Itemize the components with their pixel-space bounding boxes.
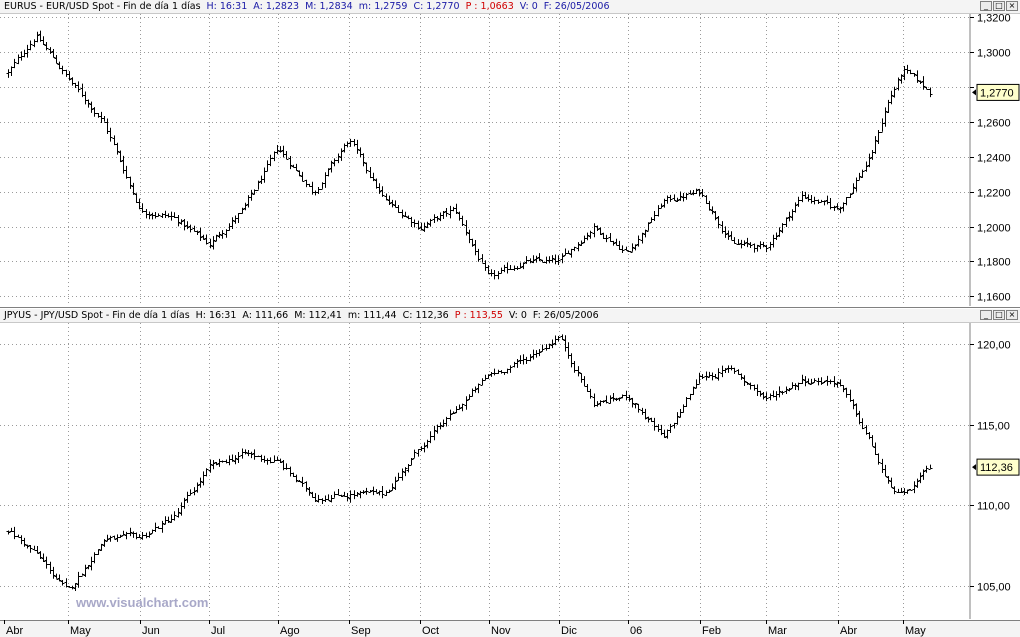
- bottom-ohlc-series: [6, 334, 933, 592]
- bottom-plot-frame: [0, 323, 970, 618]
- bottom-volume: V: 0: [508, 310, 527, 321]
- x-tick-label: Mar: [768, 625, 787, 637]
- bottom-current-value-label: 112,36: [980, 462, 1013, 474]
- x-tick-label: 06: [630, 625, 642, 637]
- bottom-y-tick-label: 110,00: [977, 501, 1010, 513]
- x-tick-label: Nov: [491, 625, 511, 637]
- x-tick-label: Dic: [561, 625, 577, 637]
- minimize-button[interactable]: _: [980, 310, 992, 320]
- bottom-pane-header: JPYUS - JPY/USD Spot - Fin de día 1 días…: [0, 309, 1020, 323]
- bottom-symbol: JPYUS - JPY/USD Spot - Fin de día 1 días: [4, 310, 190, 321]
- bottom-p-value: P : 113,55: [454, 310, 503, 321]
- top-current-value-box: [976, 83, 1020, 101]
- top-max: M: 1,2834: [305, 1, 353, 12]
- bottom-time: H: 16:31: [195, 310, 237, 321]
- top-close: C: 1,2770: [413, 1, 460, 12]
- top-plot-frame: [0, 14, 970, 305]
- x-tick-label: Jun: [142, 625, 160, 637]
- top-pane-header: EURUS - EUR/USD Spot - Fin de día 1 días…: [0, 0, 1020, 14]
- maximize-button[interactable]: □: [993, 310, 1005, 320]
- bottom-close: C: 112,36: [402, 310, 449, 321]
- top-y-tick-label: 1,3200: [977, 13, 1011, 25]
- top-y-tick-label: 1,1600: [977, 292, 1011, 304]
- top-pane-info: EURUS - EUR/USD Spot - Fin de día 1 días…: [4, 0, 615, 13]
- x-tick-label: Jul: [211, 625, 225, 637]
- bottom-current-value-box: [976, 458, 1020, 476]
- close-button[interactable]: ×: [1006, 1, 1018, 11]
- bottom-window-controls: _ □ ×: [980, 310, 1018, 320]
- bottom-pane-info: JPYUS - JPY/USD Spot - Fin de día 1 días…: [4, 309, 605, 322]
- top-min: m: 1,2759: [358, 1, 408, 12]
- maximize-button[interactable]: □: [993, 1, 1005, 11]
- bottom-plot-jpyusd[interactable]: 105,00 110,00 115,00 120,00 112,36: [0, 323, 1020, 619]
- top-y-tick-label: 1,1800: [977, 257, 1011, 269]
- x-tick-label: Ago: [280, 625, 300, 637]
- top-y-tick-label: 1,2600: [977, 118, 1011, 130]
- x-tick-label: Abr: [6, 625, 23, 637]
- x-tick-label: May: [70, 625, 91, 637]
- top-current-value-label: 1,2770: [980, 87, 1014, 99]
- bottom-current-value-pointer: [972, 464, 976, 471]
- bottom-date: F: 26/05/2006: [532, 310, 599, 321]
- top-plot-eurusd[interactable]: 1,16001,18001,20001,22001,24001,26001,28…: [0, 13, 1020, 307]
- watermark: www.visualchart.com: [75, 595, 208, 610]
- x-tick-label: Abr: [840, 625, 857, 637]
- x-tick-label: Oct: [422, 625, 439, 637]
- bottom-max: M: 112,41: [294, 310, 342, 321]
- top-time: H: 16:31: [206, 1, 248, 12]
- minimize-button[interactable]: _: [980, 1, 992, 11]
- x-tick-label: Sep: [351, 625, 371, 637]
- top-window-controls: _ □ ×: [980, 1, 1018, 11]
- close-button[interactable]: ×: [1006, 310, 1018, 320]
- top-y-tick-label: 1,3000: [977, 48, 1011, 60]
- bottom-min: m: 111,44: [347, 310, 397, 321]
- bottom-open: A: 111,66: [242, 310, 289, 321]
- x-axis: Abr May Jun Jul Ago Sep Oct Nov Dic 06 Feb Mar Abr Ma…: [0, 620, 1020, 637]
- top-y-tick-label: 1,2200: [977, 188, 1011, 200]
- bottom-y-tick-label: 115,00: [977, 421, 1010, 433]
- top-current-value-pointer: [972, 89, 976, 96]
- top-date: F: 26/05/2006: [543, 1, 610, 12]
- top-open: A: 1,2823: [253, 1, 300, 12]
- top-ohlc-series: [6, 30, 933, 280]
- x-axis-bar: [0, 620, 1020, 637]
- top-p-value: P : 1,0663: [465, 1, 514, 12]
- top-y-tick-label: 1,2400: [977, 153, 1011, 165]
- bottom-y-tick-label: 120,00: [977, 340, 1011, 352]
- x-tick-label: Feb: [702, 625, 721, 637]
- top-y-tick-label: 1,2000: [977, 223, 1011, 235]
- x-tick-label: May: [905, 625, 926, 637]
- top-symbol: EURUS - EUR/USD Spot - Fin de día 1 días: [4, 1, 201, 12]
- top-volume: V: 0: [519, 1, 538, 12]
- bottom-y-tick-label: 105,00: [977, 582, 1011, 594]
